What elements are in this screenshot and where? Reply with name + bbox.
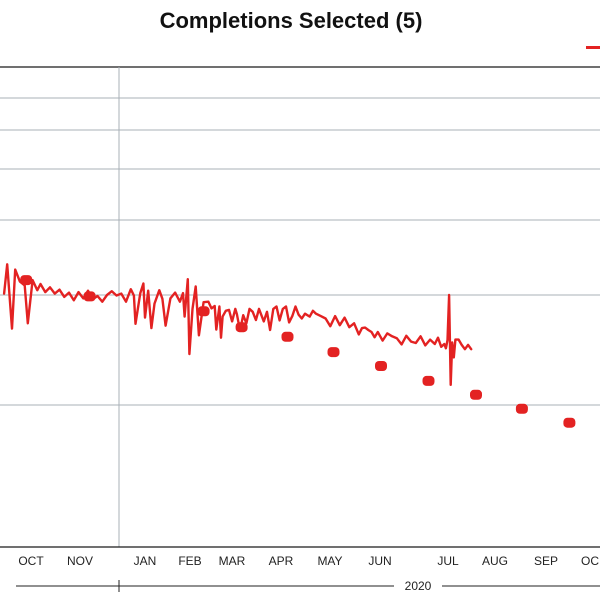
x-tick-label: NOV	[67, 554, 93, 568]
x-axis: OCT NOV JAN FEB MAR APR MAY JUN JUL AUG SEP OC 2020	[0, 546, 600, 593]
x-tick-label: APR	[269, 554, 294, 568]
data-point	[563, 417, 576, 428]
chart-title: Completions Selected (5)	[159, 8, 423, 33]
grid-lines	[0, 66, 600, 547]
year-label: 2020	[405, 579, 432, 593]
data-point	[515, 403, 528, 414]
data-point	[470, 389, 482, 400]
data-point	[327, 347, 340, 358]
data-point	[197, 306, 210, 317]
x-tick-label: SEP	[534, 554, 558, 568]
x-tick-label: JUN	[368, 554, 391, 568]
data-point	[83, 291, 96, 302]
x-tick-label: AUG	[482, 554, 508, 568]
data-point	[20, 275, 33, 286]
x-tick-label: OC	[581, 554, 599, 568]
data-point	[281, 331, 294, 342]
data-point	[235, 322, 248, 333]
x-tick-label: FEB	[178, 554, 201, 568]
data-point	[375, 361, 387, 371]
x-tick-label: JAN	[134, 554, 157, 568]
x-tick-label: OCT	[18, 554, 44, 568]
data-point	[422, 375, 435, 386]
legend-swatch	[586, 46, 600, 49]
x-tick-label: MAR	[219, 554, 246, 568]
series-dots-layer	[20, 275, 576, 428]
x-tick-label: MAY	[317, 554, 342, 568]
x-tick-label: JUL	[437, 554, 459, 568]
